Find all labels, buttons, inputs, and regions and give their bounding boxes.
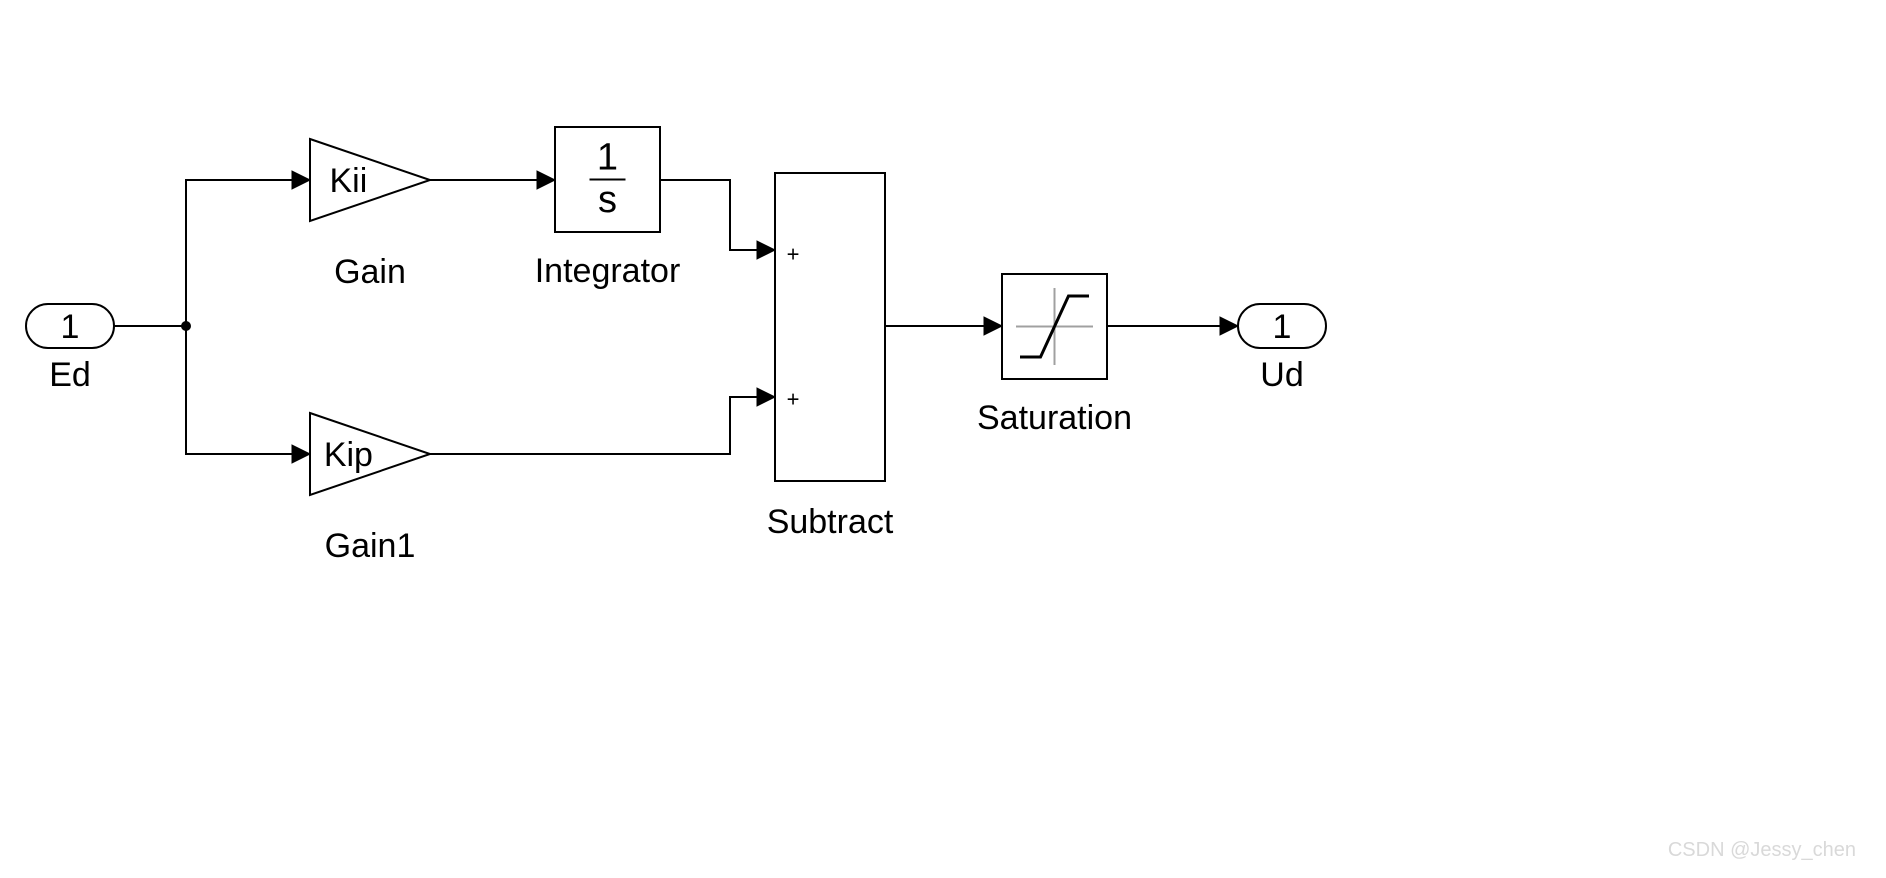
watermark: CSDN @Jessy_chen <box>1668 839 1856 861</box>
gain1-block: Kip Gain1 <box>310 413 430 565</box>
svg-text:Saturation: Saturation <box>977 399 1132 437</box>
sum-block: + + Subtract <box>767 173 894 541</box>
svg-text:Gain: Gain <box>334 253 406 291</box>
svg-text:+: + <box>787 387 800 412</box>
svg-text:Integrator: Integrator <box>535 252 681 290</box>
outport-block: 1 Ud <box>1238 304 1326 394</box>
svg-text:s: s <box>598 179 617 221</box>
svg-text:Ed: Ed <box>49 356 91 394</box>
svg-text:Gain1: Gain1 <box>325 527 416 565</box>
branch-junction <box>181 321 191 331</box>
inport-block: 1 Ed <box>26 304 114 394</box>
svg-text:+: + <box>787 242 800 267</box>
gain-block: Kii Gain <box>310 139 430 291</box>
svg-text:Kii: Kii <box>330 162 368 200</box>
svg-text:1: 1 <box>1273 308 1292 346</box>
svg-text:1: 1 <box>61 308 80 346</box>
integrator-block: 1s Integrator <box>535 127 681 290</box>
saturation-block: Saturation <box>977 274 1132 437</box>
svg-text:1: 1 <box>597 137 618 179</box>
svg-text:Ud: Ud <box>1260 356 1303 394</box>
svg-text:Subtract: Subtract <box>767 503 894 541</box>
svg-text:Kip: Kip <box>324 436 373 474</box>
